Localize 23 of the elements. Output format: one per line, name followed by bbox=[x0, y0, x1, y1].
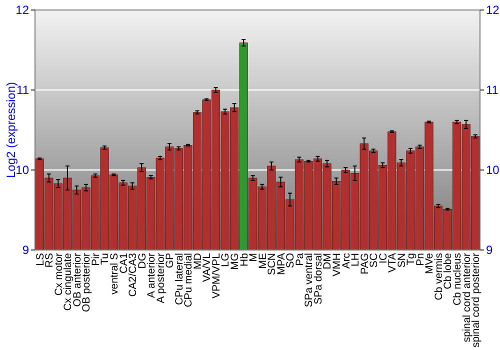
y2-tick-label: 12 bbox=[486, 3, 500, 18]
x-tick-label: SPa dorsal bbox=[312, 253, 324, 304]
x-tick-label: Arc bbox=[340, 253, 352, 269]
x-tick-label: CA1 bbox=[118, 252, 130, 274]
x-tick-label: Cb lobe bbox=[442, 252, 454, 290]
x-tick-label: spinal cord anterior bbox=[460, 252, 473, 342]
y-axis-title: Log2 (expression) bbox=[4, 82, 18, 178]
y-tick-label: 10 bbox=[16, 163, 30, 178]
x-tick-label: Hb bbox=[238, 252, 250, 266]
x-tick-label: spinal cord posterior bbox=[470, 252, 482, 348]
x-tick-label: LS bbox=[34, 253, 46, 266]
y-tick-label: 12 bbox=[16, 3, 30, 18]
x-tick-label: Tg bbox=[405, 252, 418, 266]
y2-tick-label: 11 bbox=[486, 83, 499, 98]
y2-tick-label: 9 bbox=[486, 243, 493, 258]
x-tick-label: MG bbox=[229, 253, 241, 270]
y2-tick-label: 10 bbox=[486, 163, 500, 178]
x-tick-label: LG bbox=[220, 253, 232, 268]
y-tick-label: 9 bbox=[22, 243, 30, 258]
y-tick-label: 11 bbox=[16, 83, 30, 98]
x-tick-label: RS bbox=[44, 253, 56, 268]
x-tick-label: GP bbox=[164, 253, 176, 268]
x-tick-label: Cb nucleus bbox=[452, 253, 464, 306]
